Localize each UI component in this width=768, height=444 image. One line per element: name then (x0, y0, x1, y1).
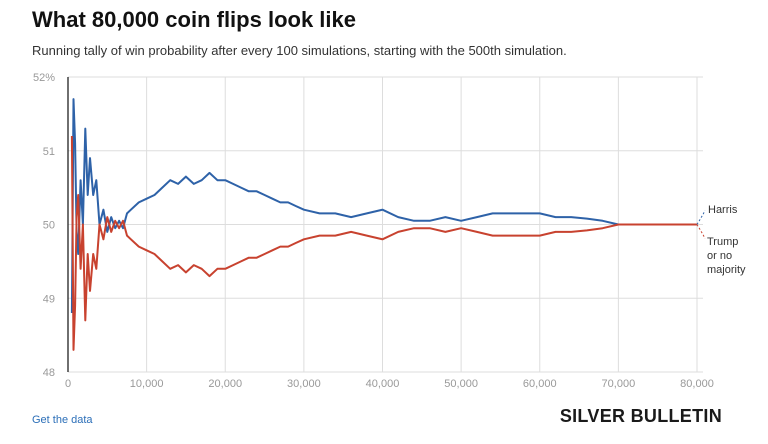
get-data-link[interactable]: Get the data (32, 414, 93, 426)
x-tick-label: 60,000 (523, 378, 557, 390)
x-tick-label: 80,000 (680, 378, 714, 390)
chart-title: What 80,000 coin flips look like (32, 7, 356, 32)
trump-end-label: majority (707, 264, 746, 276)
x-tick-label: 70,000 (602, 378, 636, 390)
x-tick-label: 10,000 (130, 378, 164, 390)
brand-logo: SILVER BULLETIN (559, 406, 722, 426)
y-tick-label: 49 (43, 293, 55, 305)
x-tick-label: 50,000 (444, 378, 478, 390)
x-tick-label: 40,000 (366, 378, 400, 390)
harris-line (70, 98, 697, 314)
trump-label-leader (696, 224, 706, 239)
trump-end-label: or no (707, 250, 732, 262)
y-tick-label: 52% (33, 72, 55, 84)
trump-end-label: Trump (707, 236, 738, 248)
x-tick-label: 20,000 (208, 378, 242, 390)
x-tick-label: 0 (65, 378, 71, 390)
trump-line (70, 135, 697, 351)
chart-subtitle: Running tally of win probability after e… (32, 43, 567, 58)
y-tick-label: 51 (43, 146, 55, 158)
y-tick-label: 50 (43, 220, 55, 232)
harris-end-label: Harris (708, 204, 738, 216)
y-tick-label: 48 (43, 367, 55, 379)
harris-label-leader (696, 210, 706, 225)
x-tick-label: 30,000 (287, 378, 321, 390)
